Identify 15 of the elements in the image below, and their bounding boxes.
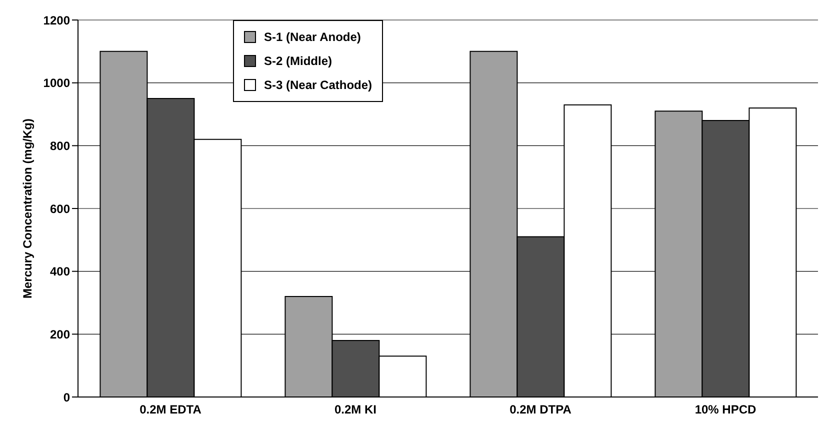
x-tick-label: 0.2M KI	[334, 402, 377, 417]
x-tick-label: 0.2M DTPA	[510, 402, 572, 417]
y-axis-title: Mercury Concentration (mg/Kg)	[20, 118, 34, 299]
legend-label: S-3 (Near Cathode)	[264, 78, 372, 92]
y-tick-label: 0	[63, 390, 70, 404]
y-tick-label: 400	[50, 264, 70, 279]
y-tick-label: 200	[50, 327, 70, 342]
x-tick-label: 0.2M EDTA	[140, 402, 202, 417]
y-tick-label: 1200	[43, 13, 70, 28]
legend-label: S-2 (Middle)	[264, 54, 332, 68]
x-tick-label: 10% HPCD	[694, 402, 757, 417]
legend-label: S-1 (Near Anode)	[264, 30, 361, 44]
y-tick-label: 600	[50, 202, 70, 216]
y-tick-label: 1000	[43, 76, 70, 90]
y-tick-label: 800	[50, 138, 70, 153]
